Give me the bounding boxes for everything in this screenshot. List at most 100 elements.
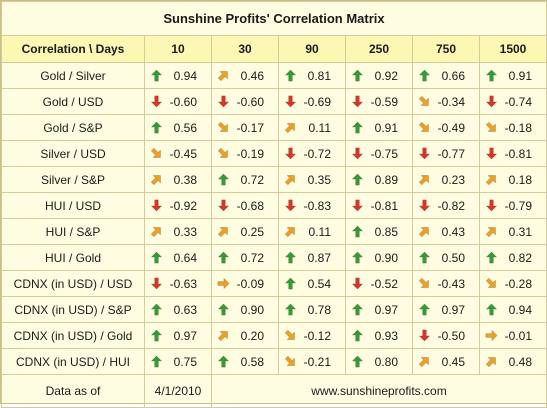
table-row: CDNX (in USD) / HUI 0.75 0.58 -0.21 0.80 0.45…	[1, 348, 547, 375]
arrow-down-right-icon	[417, 121, 431, 135]
arrow-down-right-icon	[417, 95, 431, 109]
correlation-cell: 0.23	[412, 166, 480, 193]
correlation-cell: -0.83	[278, 192, 346, 219]
correlation-cell: -0.18	[479, 114, 547, 141]
correlation-value: 0.91	[374, 120, 398, 135]
correlation-cell: 0.64	[144, 244, 212, 271]
matrix-title: Sunshine Profits' Correlation Matrix	[1, 1, 547, 36]
correlation-value: 0.45	[441, 354, 465, 369]
data-date: 4/1/2010	[144, 374, 212, 408]
arrow-down-right-icon	[417, 277, 431, 291]
correlation-value: 0.50	[441, 250, 465, 265]
correlation-cell: -0.92	[144, 192, 212, 219]
correlation-value: 0.58	[240, 354, 264, 369]
arrow-down-right-icon	[484, 277, 498, 291]
arrow-down-right-icon	[216, 121, 230, 135]
correlation-cell: 0.48	[479, 348, 547, 375]
arrow-down-icon	[216, 199, 230, 213]
correlation-value: -0.45	[169, 146, 197, 161]
arrow-up-right-icon	[417, 225, 431, 239]
correlation-value: -0.43	[437, 276, 465, 291]
correlation-cell: -0.49	[412, 114, 480, 141]
arrow-up-icon	[149, 251, 163, 265]
table-row: CDNX (in USD) / S&P 0.63 0.90 0.78 0.97 0.97 0…	[1, 296, 547, 323]
header-days-30: 30	[211, 35, 279, 63]
correlation-cell: -0.74	[479, 88, 547, 115]
correlation-cell: -0.81	[345, 192, 413, 219]
arrow-right-icon	[216, 277, 230, 291]
correlation-value: -0.79	[504, 198, 532, 213]
arrow-up-icon	[149, 355, 163, 369]
correlation-cell: -0.21	[278, 348, 346, 375]
arrow-up-icon	[216, 173, 230, 187]
correlation-cell: -0.63	[144, 270, 212, 297]
footer-row: Data as of 4/1/2010 www.sunshineprofits.co…	[1, 374, 547, 408]
correlation-cell: -0.01	[479, 322, 547, 349]
table-row: HUI / Gold 0.64 0.72 0.87 0.90 0.50 0.82	[1, 244, 547, 271]
website-link[interactable]: www.sunshineprofits.com	[211, 374, 547, 408]
arrow-up-icon	[350, 303, 364, 317]
correlation-cell: -0.68	[211, 192, 279, 219]
row-label: Gold / Silver	[1, 62, 145, 89]
correlation-value: 0.23	[441, 172, 465, 187]
arrow-down-icon	[283, 147, 297, 161]
correlation-cell: 0.93	[345, 322, 413, 349]
header-row: Correlation \ Days 10 30 90 250 750 1500	[1, 35, 547, 63]
correlation-value: -0.60	[169, 94, 197, 109]
correlation-cell: 0.20	[211, 322, 279, 349]
correlation-value: 0.72	[240, 172, 264, 187]
correlation-cell: 0.92	[345, 62, 413, 89]
table-row: Gold / Silver 0.94 0.46 0.81 0.92 0.66 0.91	[1, 62, 547, 89]
correlation-value: -0.12	[303, 328, 331, 343]
correlation-cell: 0.46	[211, 62, 279, 89]
correlation-cell: 0.89	[345, 166, 413, 193]
row-label: CDNX (in USD) / Gold	[1, 322, 145, 349]
correlation-value: 0.43	[441, 224, 465, 239]
correlation-cell: 0.97	[144, 322, 212, 349]
correlation-cell: 0.87	[278, 244, 346, 271]
arrow-up-icon	[216, 355, 230, 369]
correlation-cell: 0.85	[345, 218, 413, 245]
correlation-value: 0.18	[508, 172, 532, 187]
arrow-down-icon	[417, 329, 431, 343]
correlation-cell: -0.34	[412, 88, 480, 115]
arrow-up-right-icon	[149, 225, 163, 239]
arrow-down-right-icon	[216, 147, 230, 161]
header-corner: Correlation \ Days	[1, 35, 145, 63]
correlation-value: -0.83	[303, 198, 331, 213]
correlation-value: -0.60	[236, 94, 264, 109]
correlation-value: -0.28	[504, 276, 532, 291]
correlation-value: 0.94	[508, 302, 532, 317]
correlation-value: 0.20	[240, 328, 264, 343]
correlation-value: 0.82	[508, 250, 532, 265]
correlation-cell: 0.50	[412, 244, 480, 271]
correlation-cell: 0.97	[345, 296, 413, 323]
arrow-down-right-icon	[283, 355, 297, 369]
correlation-value: -0.81	[504, 146, 532, 161]
correlation-value: -0.68	[236, 198, 264, 213]
arrow-down-icon	[350, 147, 364, 161]
correlation-value: 0.48	[508, 354, 532, 369]
row-label: Gold / S&P	[1, 114, 145, 141]
arrow-up-icon	[350, 251, 364, 265]
correlation-value: 0.97	[374, 302, 398, 317]
correlation-value: -0.52	[370, 276, 398, 291]
arrow-up-right-icon	[216, 329, 230, 343]
correlation-cell: 0.33	[144, 218, 212, 245]
correlation-cell: 0.45	[412, 348, 480, 375]
correlation-value: 0.56	[173, 120, 197, 135]
row-label: Silver / USD	[1, 140, 145, 167]
arrow-down-icon	[149, 277, 163, 291]
arrow-up-right-icon	[484, 355, 498, 369]
correlation-cell: -0.60	[144, 88, 212, 115]
correlation-value: 0.66	[441, 68, 465, 83]
correlation-value: 0.31	[508, 224, 532, 239]
correlation-value: -0.49	[437, 120, 465, 135]
correlation-cell: -0.60	[211, 88, 279, 115]
correlation-value: 0.87	[307, 250, 331, 265]
arrow-up-icon	[417, 251, 431, 265]
correlation-cell: -0.12	[278, 322, 346, 349]
correlation-cell: -0.43	[412, 270, 480, 297]
